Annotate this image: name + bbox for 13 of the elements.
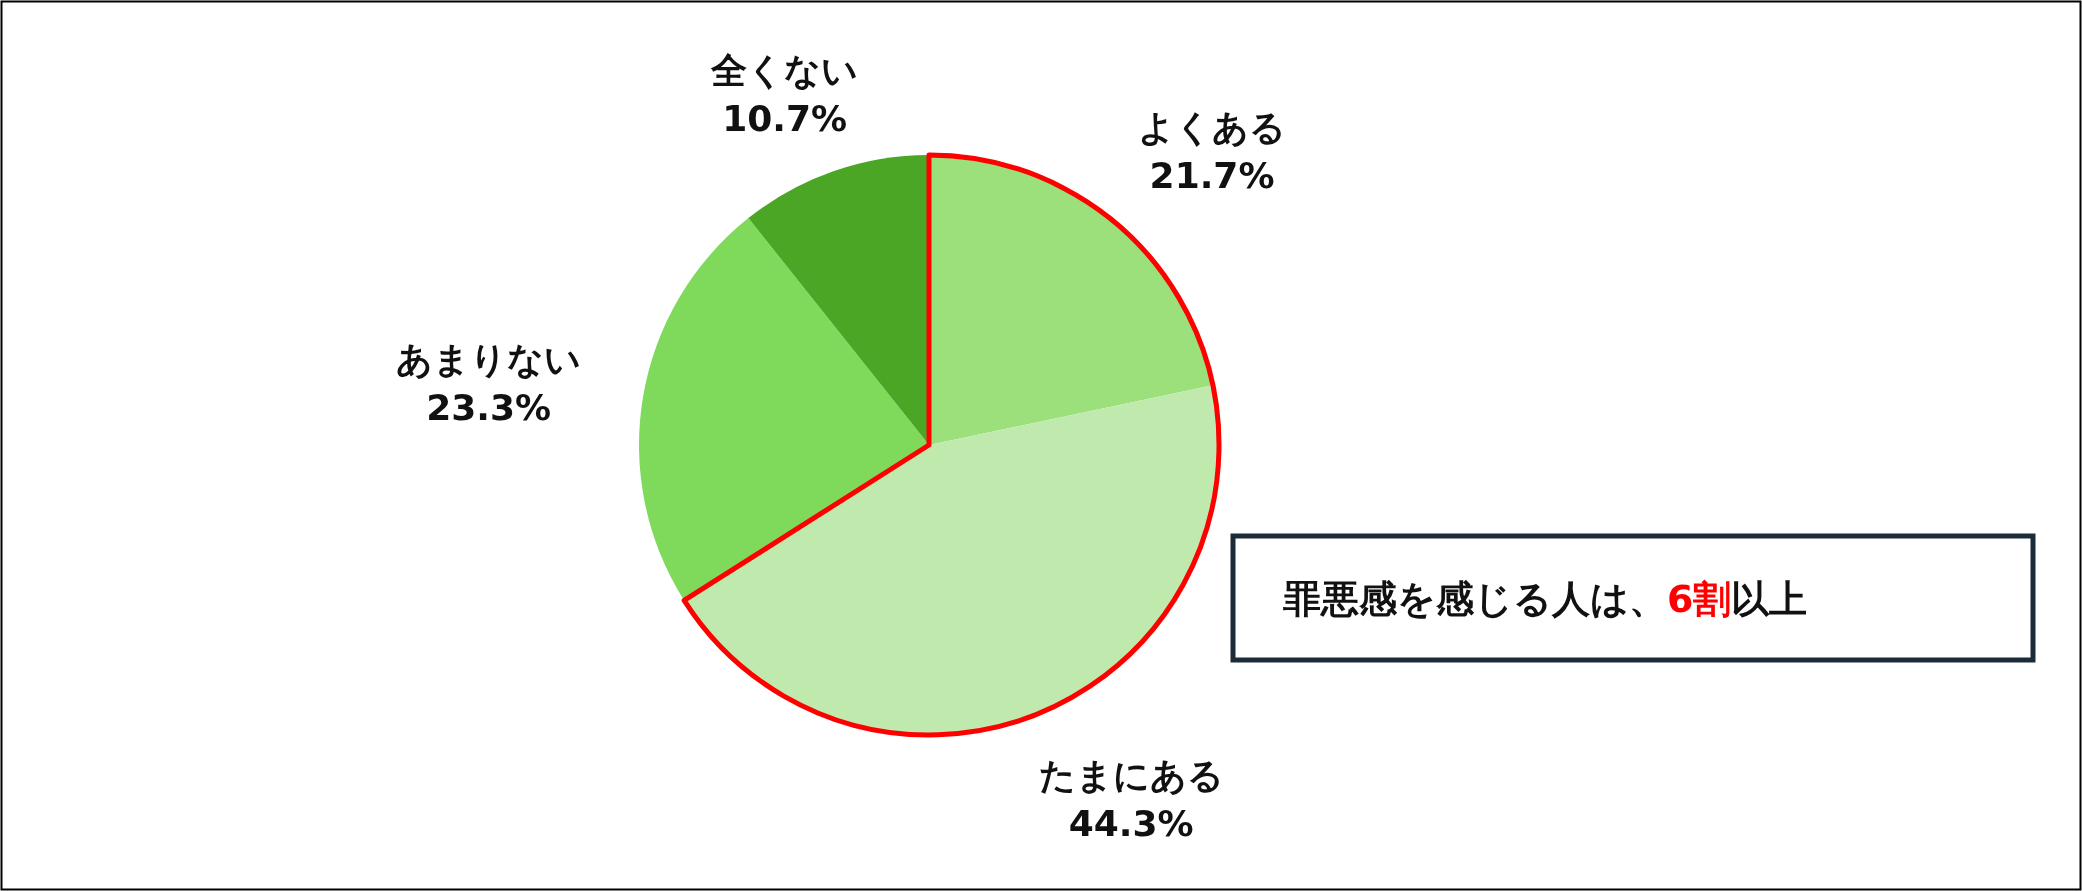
pie-slice <box>639 218 929 601</box>
slice-label: 全くない <box>710 50 859 92</box>
text: 罪悪感を感じる人は、 <box>1283 577 1667 621</box>
data-label: 23.3% <box>426 386 552 428</box>
data-label: 10.7% <box>722 98 848 140</box>
slice-label: あまりない <box>396 338 582 380</box>
pie-slice <box>748 155 929 445</box>
slice-label: たまにある <box>1038 755 1224 797</box>
data-label: 21.7% <box>1149 154 1275 196</box>
text: 6割 <box>1667 577 1732 621</box>
data-label: 44.3% <box>1068 803 1194 845</box>
text: 以上 <box>1731 577 1808 621</box>
slice-label: よくある <box>1138 106 1287 148</box>
